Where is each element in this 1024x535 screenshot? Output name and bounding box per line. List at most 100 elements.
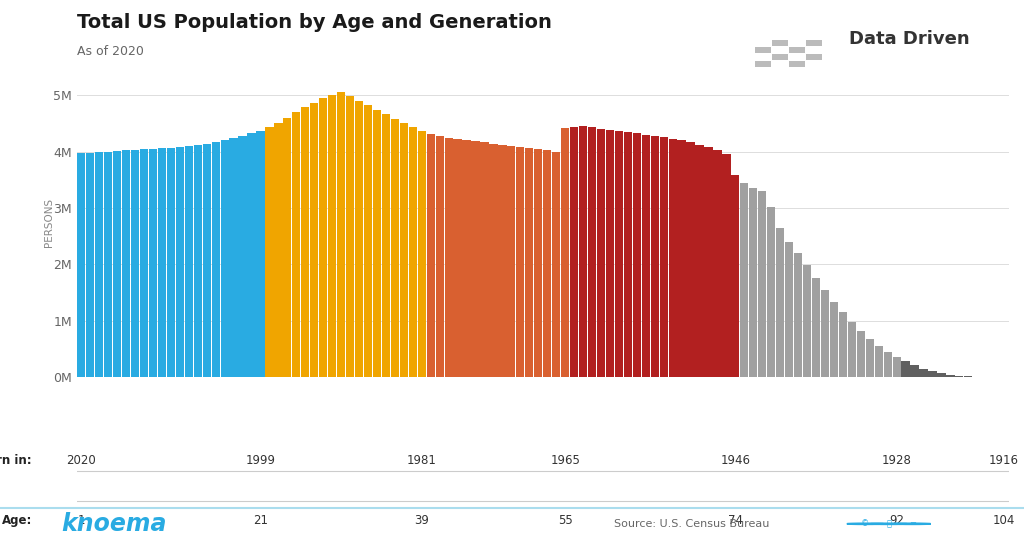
Bar [650,136,658,377]
Bar [920,369,928,377]
Bar [248,133,256,377]
Text: 21: 21 [253,514,268,528]
Text: GREATEST GEN: GREATEST GEN [912,395,988,404]
Text: 82.22M: 82.22M [313,420,370,435]
Bar [256,131,264,377]
Bar [946,374,954,377]
Bar [614,131,623,377]
Text: GEN-X: GEN-X [475,394,511,404]
Bar [471,141,479,377]
Bar [292,112,300,377]
Bar [695,145,703,377]
Text: 1965: 1965 [550,454,580,468]
Bar [122,150,130,377]
Bar [806,54,821,60]
Bar [489,143,498,377]
Bar [678,140,686,377]
Bar [893,357,901,377]
Bar [812,278,820,377]
Bar [203,143,211,377]
Text: 92: 92 [889,514,904,528]
Bar [705,147,713,377]
Bar [731,175,739,377]
Bar [284,118,292,377]
Bar [686,142,694,377]
Text: 23.63M: 23.63M [787,420,845,435]
Bar [937,373,945,377]
Bar [606,130,614,377]
Bar [756,47,771,53]
Bar [579,126,587,377]
Text: 74: 74 [728,514,742,528]
Text: 86.40M: 86.40M [142,420,200,435]
Bar [659,137,668,377]
Bar [772,40,787,46]
Bar [552,151,560,377]
Bar [570,127,579,377]
Text: Born in:: Born in: [0,454,32,468]
Bar [77,153,85,377]
Bar [131,150,139,377]
Bar [929,371,937,377]
Bar [821,291,829,377]
Text: 65.13M: 65.13M [465,420,522,435]
Bar [772,54,787,60]
Text: 1999: 1999 [246,454,275,468]
Text: 1.75M: 1.75M [931,421,970,434]
Bar [427,134,435,377]
Bar [399,123,408,377]
Text: =: = [909,519,915,529]
Text: 1928: 1928 [882,454,911,468]
Bar [364,105,372,377]
Bar [310,103,318,377]
Bar [848,322,856,377]
Text: 68.70M: 68.70M [622,420,679,435]
Text: 2020: 2020 [67,454,96,468]
Text: 1: 1 [78,514,85,528]
Bar [382,114,390,377]
Text: ©: © [861,519,869,529]
Bar [790,47,805,53]
Bar [794,253,802,377]
Bar [274,123,283,377]
Bar [391,119,399,377]
Text: Total US Population by Age and Generation: Total US Population by Age and Generatio… [77,13,552,33]
Bar [543,150,551,377]
Bar [239,136,247,377]
Bar [373,110,381,377]
Bar [158,148,166,377]
Bar [355,101,364,377]
Bar [829,302,838,377]
Text: Age:: Age: [2,514,32,528]
Bar [319,98,328,377]
Bar [642,135,650,377]
Bar [113,151,121,377]
Bar [806,40,821,46]
Text: knoema: knoema [61,512,167,535]
Y-axis label: PERSONS: PERSONS [44,197,54,247]
Bar [86,152,94,377]
Bar [229,138,238,377]
Text: 1916: 1916 [989,454,1019,468]
Bar [714,150,722,377]
Bar [839,312,847,377]
Text: 55: 55 [558,514,572,528]
Bar [884,352,892,377]
Bar [803,265,811,377]
Bar [624,132,632,377]
Text: As of 2020: As of 2020 [77,45,143,58]
Bar [328,95,336,377]
Bar [597,129,605,377]
Text: 39: 39 [415,514,429,528]
Bar [756,61,771,67]
Bar [140,149,148,377]
Bar [633,133,641,377]
Bar [409,127,417,377]
Bar [194,145,202,377]
Bar [561,128,569,377]
Text: SILENT GEN: SILENT GEN [781,394,851,404]
Bar [176,147,184,377]
Bar [857,331,865,377]
Text: ⓘ: ⓘ [887,519,891,529]
Bar [507,146,515,377]
